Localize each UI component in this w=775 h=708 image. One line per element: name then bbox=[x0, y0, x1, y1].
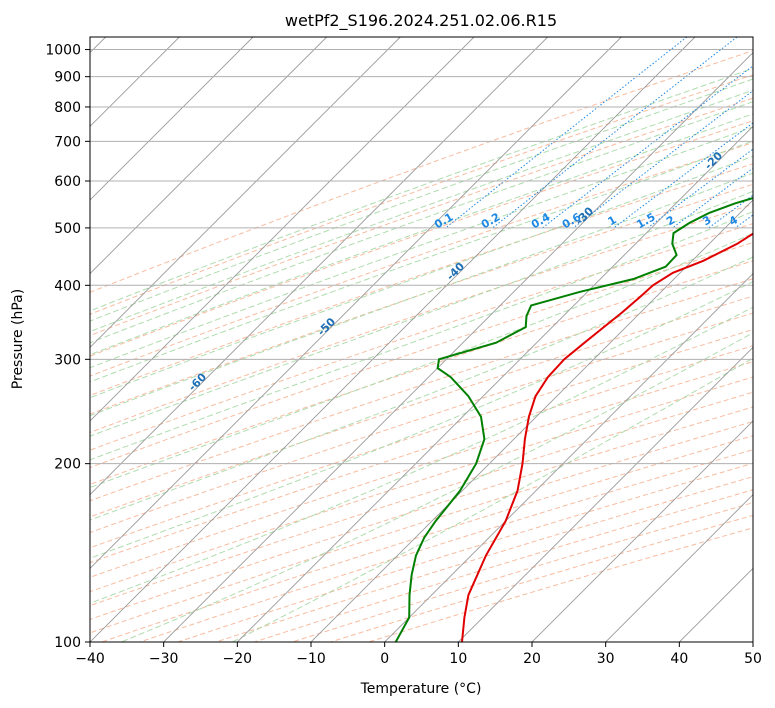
x-tick-label: −40 bbox=[75, 651, 105, 667]
temperature-profile bbox=[461, 232, 753, 642]
dry-adiabat bbox=[90, 391, 753, 607]
moist-adiabat bbox=[90, 140, 753, 383]
isotherm-line bbox=[90, 37, 622, 569]
dry-adiabat bbox=[90, 50, 753, 293]
x-tick-label: 20 bbox=[523, 651, 541, 667]
y-tick-label: 600 bbox=[54, 174, 81, 190]
dry-adiabat bbox=[90, 163, 753, 396]
dry-adiabat bbox=[90, 312, 753, 534]
dry-adiabat bbox=[90, 223, 753, 451]
x-tick-label: 40 bbox=[670, 651, 688, 667]
dry-adiabat bbox=[90, 345, 753, 564]
mixing-ratio-line bbox=[492, 37, 738, 229]
isotherm-line bbox=[90, 37, 475, 422]
x-tick-label: 30 bbox=[597, 651, 615, 667]
dry-adiabat bbox=[90, 361, 753, 578]
moist-adiabat bbox=[90, 67, 753, 312]
moist-adiabat bbox=[90, 190, 753, 437]
moist-adiabat bbox=[90, 113, 753, 356]
dry-adiabat bbox=[90, 295, 753, 518]
y-tick-label: 700 bbox=[54, 134, 81, 150]
x-tick-label: −20 bbox=[223, 651, 253, 667]
axis-ticks: −40 −30 −20 −10 0 10 20 30 40 50 100 200 300 400 500 60… bbox=[45, 43, 762, 667]
y-tick-label: 900 bbox=[54, 70, 81, 86]
sounding-profiles bbox=[394, 197, 753, 642]
y-tick-label: 800 bbox=[54, 100, 81, 116]
mixing-ratio-line bbox=[445, 37, 688, 229]
isotherm-line bbox=[90, 37, 254, 201]
pressure-gridlines bbox=[90, 49, 753, 642]
isotherm-line bbox=[90, 37, 548, 496]
x-tick-label: 50 bbox=[744, 651, 762, 667]
diagram-background-lines bbox=[90, 37, 753, 642]
isotherm-line bbox=[605, 494, 753, 642]
moist-adiabat bbox=[90, 89, 753, 333]
y-tick-label: 100 bbox=[54, 635, 81, 651]
isotherm-line bbox=[90, 37, 401, 348]
x-tick-label: 10 bbox=[449, 651, 467, 667]
y-tick-label: 500 bbox=[54, 221, 81, 237]
dewpoint-profile bbox=[394, 197, 753, 642]
isotherm-line bbox=[458, 346, 753, 642]
x-tick-label: 0 bbox=[380, 651, 389, 667]
dry-adiabat bbox=[90, 241, 753, 469]
y-tick-label: 1000 bbox=[45, 43, 81, 59]
dry-adiabat bbox=[90, 142, 753, 377]
isotherm-line bbox=[163, 52, 753, 642]
y-tick-label: 300 bbox=[54, 352, 81, 368]
mixing-ratio-line bbox=[672, 167, 753, 229]
moist-adiabat bbox=[90, 210, 753, 461]
chart-title: wetPf2_S196.2024.251.02.06.R15 bbox=[285, 11, 557, 31]
x-axis-label: Temperature (°C) bbox=[360, 681, 482, 697]
mixing-ratio-line bbox=[613, 122, 753, 229]
isotherm-line bbox=[310, 199, 753, 642]
y-tick-label: 400 bbox=[54, 278, 81, 294]
isotherm-line bbox=[531, 420, 753, 642]
moist-adiabat bbox=[90, 126, 753, 369]
plot-frame bbox=[89, 36, 754, 643]
isotherm-line bbox=[384, 273, 753, 642]
dry-adiabat bbox=[90, 278, 753, 502]
y-tick-label: 200 bbox=[54, 457, 81, 473]
isotherm-line bbox=[237, 125, 753, 642]
x-tick-label: −10 bbox=[296, 651, 326, 667]
mixing-ratio-line bbox=[542, 65, 753, 229]
isotherm-line bbox=[90, 37, 696, 642]
y-axis-label: Pressure (hPa) bbox=[10, 289, 26, 389]
moist-adiabat bbox=[90, 172, 753, 417]
x-tick-label: −30 bbox=[149, 651, 179, 667]
isotherm-line bbox=[90, 37, 327, 275]
dry-adiabat bbox=[90, 97, 753, 337]
moist-adiabat bbox=[90, 256, 753, 521]
moist-adiabat bbox=[90, 101, 753, 344]
